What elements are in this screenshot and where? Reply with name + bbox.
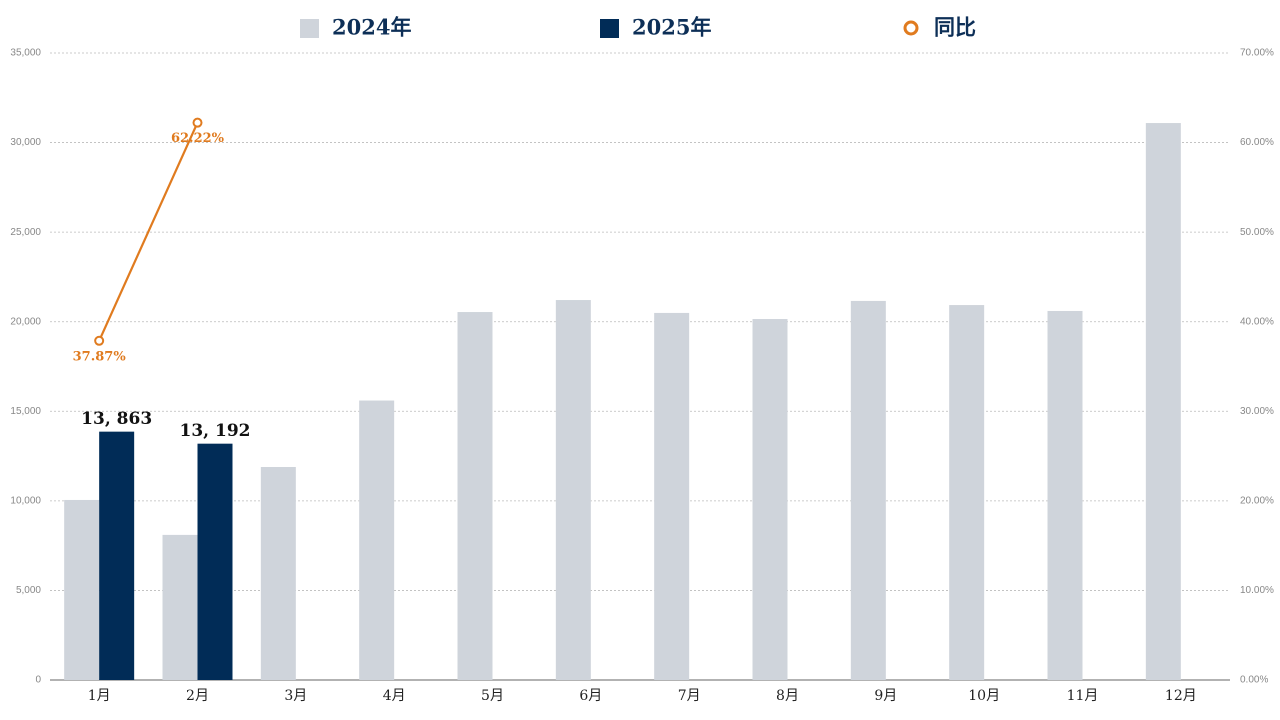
legend-label: 同比	[934, 15, 976, 40]
bar	[64, 499, 100, 680]
bar	[162, 534, 198, 680]
line	[98, 122, 199, 342]
x-tick-label: 5月	[481, 688, 504, 704]
line-point	[192, 117, 203, 128]
y2-tick-label: 0.00%	[1240, 675, 1268, 686]
bar	[457, 312, 493, 680]
bar	[555, 300, 591, 680]
y2-tick-label: 40.00%	[1240, 316, 1274, 327]
x-tick-label: 3月	[284, 688, 307, 704]
y-tick-label: 5,000	[16, 585, 41, 596]
data-label: 37.87%	[73, 349, 127, 364]
legend-label: 2024年	[332, 15, 411, 40]
y2-tick-label: 70.00%	[1240, 48, 1274, 59]
y2-tick-label: 60.00%	[1240, 137, 1274, 148]
x-tick-label: 8月	[776, 688, 799, 704]
bar	[99, 431, 135, 680]
x-tick-label: 11月	[1067, 688, 1099, 704]
y-tick-label: 20,000	[10, 316, 41, 327]
line-point	[94, 335, 105, 346]
legend-marker	[300, 19, 319, 38]
x-tick-label: 1月	[88, 688, 111, 704]
x-tick-label: 7月	[678, 688, 701, 704]
bar	[197, 443, 233, 680]
bar	[752, 319, 788, 680]
legend-label: 2025年	[632, 15, 711, 40]
x-tick-label: 10月	[968, 688, 1000, 704]
y-tick-label: 15,000	[10, 406, 41, 417]
x-tick-label: 2月	[186, 688, 209, 704]
x-tick-label: 6月	[579, 688, 602, 704]
y-tick-label: 30,000	[10, 137, 41, 148]
data-label: 13, 192	[180, 421, 251, 441]
x-tick-label: 9月	[874, 688, 897, 704]
legend-marker	[600, 19, 619, 38]
bar	[850, 300, 886, 680]
x-tick-label: 12月	[1165, 688, 1197, 704]
bar	[654, 312, 690, 680]
x-tick-label: 4月	[383, 688, 406, 704]
y-tick-label: 25,000	[10, 227, 41, 238]
legend-marker	[903, 20, 919, 36]
data-label: 13, 863	[81, 409, 152, 429]
y2-tick-label: 10.00%	[1240, 585, 1274, 596]
bar	[1047, 310, 1083, 680]
y-tick-label: 0	[35, 675, 41, 686]
y-tick-label: 35,000	[10, 48, 41, 59]
data-label: 62.22%	[171, 131, 225, 146]
y-tick-label: 10,000	[10, 495, 41, 506]
y2-tick-label: 30.00%	[1240, 406, 1274, 417]
y2-tick-label: 20.00%	[1240, 495, 1274, 506]
bar	[359, 400, 395, 680]
bar	[1145, 123, 1181, 680]
y2-tick-label: 50.00%	[1240, 227, 1274, 238]
bar	[260, 466, 296, 680]
bar	[949, 305, 985, 680]
